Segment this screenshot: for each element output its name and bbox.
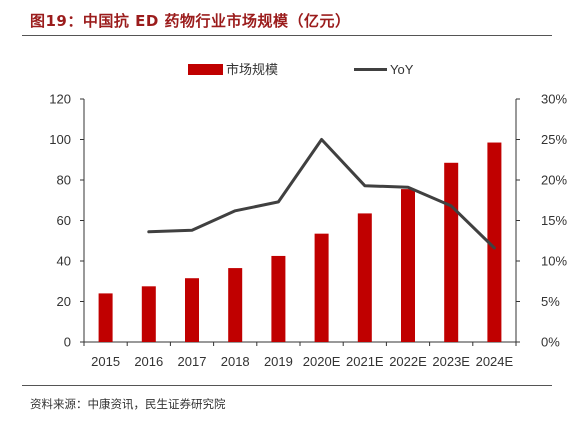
bar <box>357 213 372 342</box>
bar <box>228 268 243 342</box>
y-tick-label-right: 5% <box>541 294 560 309</box>
y-tick-label-right: 0% <box>541 335 560 350</box>
bar <box>185 278 199 342</box>
bar <box>314 233 329 342</box>
bar <box>487 142 502 342</box>
legend-label-bars: 市场规模 <box>226 62 278 77</box>
x-tick-label: 2017 <box>178 354 207 369</box>
y-tick-label-left: 100 <box>49 132 71 147</box>
bar <box>401 189 415 342</box>
y-tick-label-right: 30% <box>541 92 567 107</box>
footer-divider <box>22 385 552 386</box>
y-tick-label-left: 60 <box>57 213 71 228</box>
x-tick-label: 2016 <box>134 354 163 369</box>
y-tick-label-right: 20% <box>541 173 567 188</box>
y-tick-label-left: 40 <box>57 254 71 269</box>
x-tick-label: 2020E <box>303 354 341 369</box>
source-note: 资料来源：中康资讯，民生证券研究院 <box>30 397 226 411</box>
y-tick-label-left: 20 <box>57 294 71 309</box>
y-tick-label-left: 0 <box>64 335 71 350</box>
y-tick-label-right: 10% <box>541 254 567 269</box>
legend-label-line: YoY <box>390 62 414 77</box>
bar <box>271 255 286 342</box>
axes: 0 20 40 60 80 100 120 0% 5% 10% 15% 20% 25% 30% 2015 20… <box>49 92 567 370</box>
title-divider <box>22 35 552 36</box>
yoy-series-line <box>147 138 496 250</box>
bar <box>141 286 156 342</box>
y-tick-label-right: 15% <box>541 213 567 228</box>
x-tick-label: 2023E <box>432 354 470 369</box>
y-tick-label-right: 25% <box>541 132 567 147</box>
legend-swatch-bars <box>188 64 223 75</box>
yoy-line <box>147 138 496 250</box>
chart-title: 图19：中国抗 ED 药物行业市场规模（亿元） <box>30 12 351 30</box>
x-tick-label: 2019 <box>264 354 293 369</box>
y-tick-label-left: 120 <box>49 92 71 107</box>
y-tick-label-left: 80 <box>57 173 71 188</box>
x-tick-label: 2018 <box>221 354 250 369</box>
x-tick-label: 2024E <box>476 354 514 369</box>
bar <box>444 162 459 342</box>
legend: 市场规模 YoY <box>188 62 414 77</box>
x-tick-label: 2022E <box>389 354 427 369</box>
x-tick-label: 2021E <box>346 354 384 369</box>
x-tick-label: 2015 <box>91 354 120 369</box>
bar <box>98 293 113 342</box>
